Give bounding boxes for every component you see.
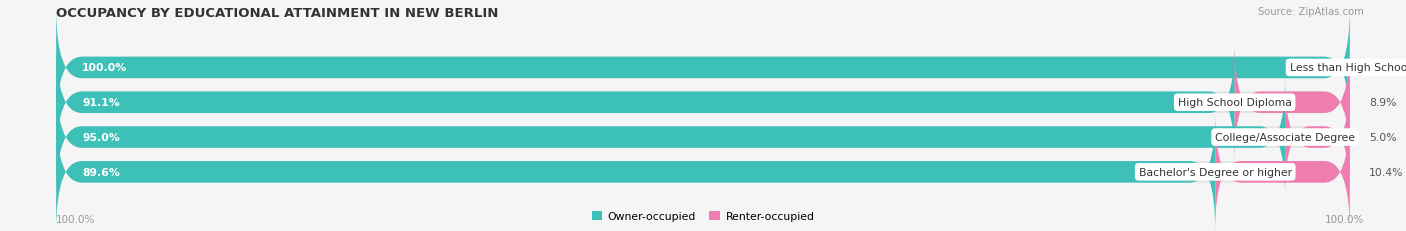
Text: 95.0%: 95.0% <box>82 132 120 143</box>
Text: OCCUPANCY BY EDUCATIONAL ATTAINMENT IN NEW BERLIN: OCCUPANCY BY EDUCATIONAL ATTAINMENT IN N… <box>56 7 499 20</box>
FancyBboxPatch shape <box>1215 113 1350 231</box>
Text: 100.0%: 100.0% <box>1324 214 1364 224</box>
FancyBboxPatch shape <box>56 113 1215 231</box>
Text: 100.0%: 100.0% <box>56 214 96 224</box>
Text: 0.0%: 0.0% <box>1369 63 1398 73</box>
FancyBboxPatch shape <box>1234 44 1350 161</box>
FancyBboxPatch shape <box>56 113 1350 231</box>
FancyBboxPatch shape <box>56 44 1350 161</box>
Legend: Owner-occupied, Renter-occupied: Owner-occupied, Renter-occupied <box>588 207 818 226</box>
Text: Source: ZipAtlas.com: Source: ZipAtlas.com <box>1258 7 1364 17</box>
FancyBboxPatch shape <box>56 79 1285 196</box>
Text: 5.0%: 5.0% <box>1369 132 1396 143</box>
Text: College/Associate Degree: College/Associate Degree <box>1215 132 1355 143</box>
FancyBboxPatch shape <box>56 9 1350 127</box>
FancyBboxPatch shape <box>1285 79 1350 196</box>
Text: 100.0%: 100.0% <box>82 63 128 73</box>
Text: Less than High School: Less than High School <box>1289 63 1406 73</box>
FancyBboxPatch shape <box>56 44 1234 161</box>
Text: 89.6%: 89.6% <box>82 167 120 177</box>
FancyBboxPatch shape <box>56 9 1350 127</box>
FancyBboxPatch shape <box>56 79 1350 196</box>
Text: 8.9%: 8.9% <box>1369 98 1396 108</box>
Text: Bachelor's Degree or higher: Bachelor's Degree or higher <box>1139 167 1292 177</box>
Text: High School Diploma: High School Diploma <box>1178 98 1292 108</box>
Text: 91.1%: 91.1% <box>82 98 120 108</box>
Text: 10.4%: 10.4% <box>1369 167 1403 177</box>
